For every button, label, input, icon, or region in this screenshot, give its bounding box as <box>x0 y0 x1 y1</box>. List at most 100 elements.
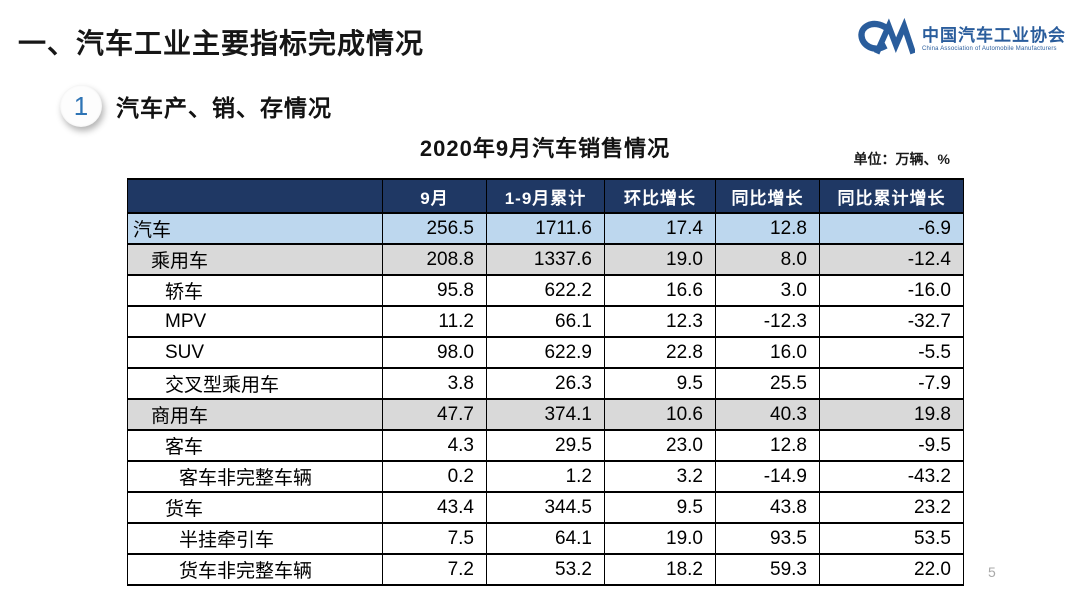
column-header: 1-9月累计 <box>486 178 605 214</box>
value-cell: 29.5 <box>486 429 605 462</box>
column-header: 环比增长 <box>604 178 716 214</box>
section-heading: 汽车产、销、存情况 <box>116 95 332 121</box>
value-cell: 22.0 <box>819 553 964 586</box>
row-label-cell: 轿车 <box>127 274 383 307</box>
logo-name-en: China Association of Automobile Manufact… <box>922 45 1057 52</box>
row-label-cell: 汽车 <box>127 212 383 245</box>
value-cell: 40.3 <box>715 398 820 431</box>
value-cell: 22.8 <box>604 336 716 369</box>
value-cell: 7.2 <box>382 553 487 586</box>
value-cell: 17.4 <box>604 212 716 245</box>
row-label-cell: 交叉型乘用车 <box>127 367 383 400</box>
row-label-cell: SUV <box>127 336 383 369</box>
value-cell: -16.0 <box>819 274 964 307</box>
row-label-cell: 货车 <box>127 491 383 524</box>
value-cell: 622.2 <box>486 274 605 307</box>
value-cell: 98.0 <box>382 336 487 369</box>
table-row: 货车 43.4 344.5 9.5 43.8 23.2 <box>127 491 964 524</box>
value-cell: 3.8 <box>382 367 487 400</box>
row-label-cell: 半挂牵引车 <box>127 522 383 555</box>
table-row: 交叉型乘用车 3.8 26.3 9.5 25.5 -7.9 <box>127 367 964 400</box>
table-row: 汽车 256.5 1711.6 17.4 12.8 -6.9 <box>127 212 964 245</box>
value-cell: 19.0 <box>604 522 716 555</box>
section-number-badge: 1 <box>60 85 102 127</box>
caam-monogram-icon <box>857 16 917 63</box>
value-cell: 12.8 <box>715 212 820 245</box>
table-row: SUV 98.0 622.9 22.8 16.0 -5.5 <box>127 336 964 369</box>
value-cell: 9.5 <box>604 491 716 524</box>
value-cell: 344.5 <box>486 491 605 524</box>
value-cell: -12.4 <box>819 243 964 276</box>
value-cell: 1337.6 <box>486 243 605 276</box>
table-row: 客车 4.3 29.5 23.0 12.8 -9.5 <box>127 429 964 462</box>
value-cell: 16.0 <box>715 336 820 369</box>
section-header: 1 汽车产、销、存情况 <box>60 85 332 127</box>
value-cell: 1.2 <box>486 460 605 493</box>
value-cell: 25.5 <box>715 367 820 400</box>
value-cell: 53.5 <box>819 522 964 555</box>
column-header: 同比累计增长 <box>819 178 964 214</box>
table-row: 乘用车 208.8 1337.6 19.0 8.0 -12.4 <box>127 243 964 276</box>
row-label-cell: 货车非完整车辆 <box>127 553 383 586</box>
column-header <box>127 178 383 214</box>
value-cell: 208.8 <box>382 243 487 276</box>
value-cell: 66.1 <box>486 305 605 338</box>
row-label-cell: 客车非完整车辆 <box>127 460 383 493</box>
table-row: MPV 11.2 66.1 12.3 -12.3 -32.7 <box>127 305 964 338</box>
value-cell: 12.8 <box>715 429 820 462</box>
value-cell: -9.5 <box>819 429 964 462</box>
value-cell: -12.3 <box>715 305 820 338</box>
value-cell: 3.0 <box>715 274 820 307</box>
table-title: 2020年9月汽车销售情况 <box>419 136 671 161</box>
page-number: 5 <box>988 564 996 580</box>
table-header-row: 9月 1-9月累计 环比增长 同比增长 同比累计增长 <box>127 178 964 214</box>
column-header: 9月 <box>382 178 487 214</box>
table-row: 客车非完整车辆 0.2 1.2 3.2 -14.9 -43.2 <box>127 460 964 493</box>
value-cell: 43.8 <box>715 491 820 524</box>
caam-logo: 中国汽车工业协会 China Association of Automobile… <box>857 16 1066 63</box>
row-label-cell: 商用车 <box>127 398 383 431</box>
value-cell: -7.9 <box>819 367 964 400</box>
sales-table: 9月 1-9月累计 环比增长 同比增长 同比累计增长 汽车 256.5 1711.6 17.4… <box>127 178 964 586</box>
value-cell: 8.0 <box>715 243 820 276</box>
value-cell: 18.2 <box>604 553 716 586</box>
value-cell: 256.5 <box>382 212 487 245</box>
value-cell: 4.3 <box>382 429 487 462</box>
column-header: 同比增长 <box>715 178 820 214</box>
logo-name-cn: 中国汽车工业协会 <box>922 26 1066 46</box>
row-label-cell: MPV <box>127 305 383 338</box>
row-label-cell: 客车 <box>127 429 383 462</box>
table-body: 汽车 256.5 1711.6 17.4 12.8 -6.9 乘用车 208.8 1337.6 1… <box>127 212 964 586</box>
row-label-cell: 乘用车 <box>127 243 383 276</box>
value-cell: 43.4 <box>382 491 487 524</box>
value-cell: -14.9 <box>715 460 820 493</box>
value-cell: 7.5 <box>382 522 487 555</box>
value-cell: 53.2 <box>486 553 605 586</box>
page-title: 一、汽车工业主要指标完成情况 <box>18 28 425 59</box>
value-cell: -32.7 <box>819 305 964 338</box>
value-cell: 26.3 <box>486 367 605 400</box>
value-cell: 374.1 <box>486 398 605 431</box>
value-cell: 11.2 <box>382 305 487 338</box>
value-cell: 93.5 <box>715 522 820 555</box>
value-cell: 16.6 <box>604 274 716 307</box>
value-cell: 47.7 <box>382 398 487 431</box>
table-row: 货车非完整车辆 7.2 53.2 18.2 59.3 22.0 <box>127 553 964 586</box>
value-cell: 23.2 <box>819 491 964 524</box>
value-cell: 12.3 <box>604 305 716 338</box>
value-cell: 1711.6 <box>486 212 605 245</box>
value-cell: -43.2 <box>819 460 964 493</box>
value-cell: 59.3 <box>715 553 820 586</box>
value-cell: 23.0 <box>604 429 716 462</box>
value-cell: 3.2 <box>604 460 716 493</box>
value-cell: 64.1 <box>486 522 605 555</box>
value-cell: 19.0 <box>604 243 716 276</box>
value-cell: -5.5 <box>819 336 964 369</box>
value-cell: 19.8 <box>819 398 964 431</box>
value-cell: 10.6 <box>604 398 716 431</box>
value-cell: -6.9 <box>819 212 964 245</box>
unit-note: 单位：万辆、% <box>853 151 950 167</box>
value-cell: 95.8 <box>382 274 487 307</box>
value-cell: 9.5 <box>604 367 716 400</box>
table-row: 商用车 47.7 374.1 10.6 40.3 19.8 <box>127 398 964 431</box>
